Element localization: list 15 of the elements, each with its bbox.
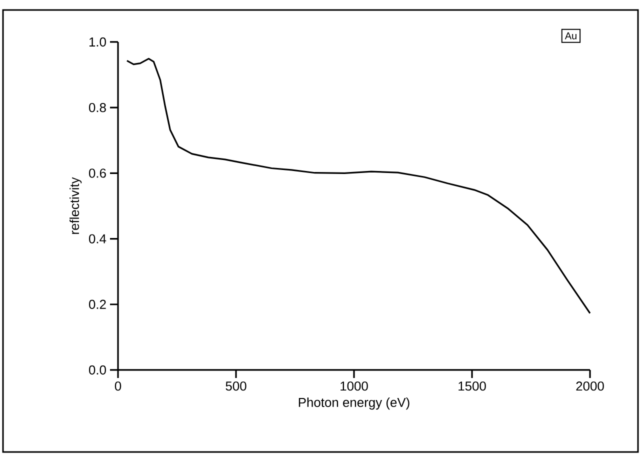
y-tick-label: 0.4: [88, 234, 106, 244]
x-axis-title: Photon energy (eV): [298, 398, 410, 410]
y-axis-title: reflectivity: [70, 177, 82, 234]
y-tick-label: 0.8: [88, 102, 106, 112]
y-tick-label: 0.0: [88, 365, 106, 375]
y-tick-label: 0.6: [88, 168, 106, 178]
x-tick-label: 1500: [458, 382, 486, 391]
x-tick-label: 1000: [340, 382, 368, 391]
x-tick-label: 500: [226, 382, 246, 391]
y-tick-label: 1.0: [89, 37, 106, 47]
y-tick-label: 0.2: [88, 300, 106, 309]
x-tick-label: 0: [114, 382, 122, 391]
x-tick-label: 2000: [576, 382, 604, 391]
line-series: [126, 58, 591, 314]
text: Au: [564, 32, 576, 40]
